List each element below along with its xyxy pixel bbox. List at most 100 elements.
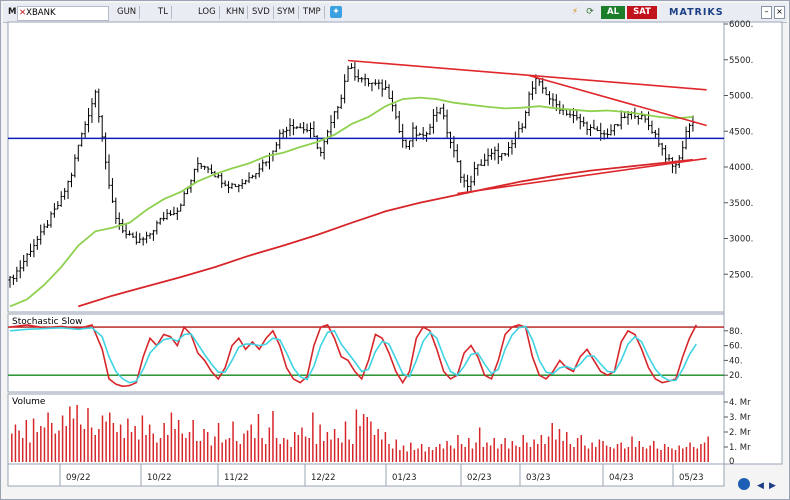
stochastic-y-tick-label: 60. xyxy=(729,342,743,352)
currency-button[interactable]: TL xyxy=(155,6,172,19)
price-bar xyxy=(128,230,132,236)
price-bar xyxy=(452,136,456,158)
price-bar xyxy=(196,157,200,173)
x-axis-tick-label: 11/22 xyxy=(224,473,249,483)
x-axis-tick-label: 03/23 xyxy=(526,473,551,483)
price-bar xyxy=(428,123,432,135)
refresh-icon[interactable]: ⟳ xyxy=(586,7,594,17)
x-axis-tick-label: 09/22 xyxy=(66,473,91,483)
next-arrow-icon[interactable]: ▶ xyxy=(769,481,776,491)
price-bar xyxy=(507,141,511,157)
price-bar xyxy=(288,118,292,137)
price-bar xyxy=(66,180,70,200)
price-bar xyxy=(15,266,19,283)
price-bar xyxy=(162,212,166,222)
price-bar xyxy=(667,154,671,162)
price-bar xyxy=(278,129,282,150)
volume-title: Volume xyxy=(12,397,46,407)
price-bar xyxy=(134,231,138,245)
price-bar xyxy=(322,137,326,160)
symbol-selector[interactable]: ✕XBANK xyxy=(17,6,109,21)
close-window-icon[interactable]: × xyxy=(774,6,785,19)
buy-button[interactable]: AL xyxy=(601,6,625,19)
svd-button[interactable]: SVD xyxy=(249,6,274,19)
log-button[interactable]: LOG xyxy=(195,6,220,19)
x-axis-tick-label: 12/22 xyxy=(311,473,336,483)
price-bar xyxy=(640,111,644,120)
price-bar xyxy=(404,139,408,149)
price-bar xyxy=(312,121,316,137)
price-bar xyxy=(80,132,84,147)
price-bar xyxy=(117,212,121,230)
price-bar xyxy=(448,131,452,149)
price-y-tick-label: 5000. xyxy=(729,92,753,102)
scroll-control[interactable]: ◀ ▶ xyxy=(738,478,776,491)
price-bar xyxy=(483,153,487,167)
price-bar xyxy=(28,243,32,257)
price-bar xyxy=(558,100,562,115)
price-bar xyxy=(370,82,374,92)
volume-chart xyxy=(11,405,709,462)
price-bar xyxy=(373,79,377,86)
volume-panel xyxy=(7,393,725,465)
price-bar xyxy=(339,94,343,109)
price-bar xyxy=(141,236,145,246)
price-bar xyxy=(305,123,309,133)
price-bar xyxy=(353,62,357,81)
price-bar xyxy=(237,184,241,193)
scroll-icon[interactable] xyxy=(738,478,750,490)
prev-arrow-icon[interactable]: ◀ xyxy=(757,481,764,491)
price-bar xyxy=(609,124,613,136)
price-bar xyxy=(145,231,149,244)
price-bar xyxy=(349,63,353,69)
price-bar xyxy=(479,159,483,166)
price-bar xyxy=(155,220,159,235)
price-bar xyxy=(175,207,179,220)
price-bar xyxy=(459,160,463,183)
sym-button[interactable]: SYM xyxy=(274,6,299,19)
x-axis-area xyxy=(7,463,725,487)
price-bar xyxy=(158,217,162,225)
close-symbol-icon[interactable]: ✕ xyxy=(19,8,27,18)
period-button[interactable]: GUN xyxy=(114,6,141,19)
price-bar xyxy=(575,109,579,121)
minimize-icon[interactable]: – xyxy=(761,6,772,19)
price-bar xyxy=(148,232,152,239)
price-bar xyxy=(445,109,449,139)
price-y-tick-label: 4500. xyxy=(729,127,753,137)
x-axis-tick-label: 04/23 xyxy=(609,473,634,483)
price-bar xyxy=(69,172,73,188)
price-bar xyxy=(384,80,388,90)
price-bar xyxy=(442,103,446,120)
price-bar xyxy=(650,120,654,134)
lightning-icon[interactable]: ⚡ xyxy=(571,7,579,17)
sell-button[interactable]: SAT xyxy=(627,6,657,19)
price-bar xyxy=(493,146,497,161)
price-bar xyxy=(83,121,87,139)
price-bar xyxy=(363,73,367,87)
price-bar xyxy=(172,206,176,216)
x-axis-tick-label: 01/23 xyxy=(392,473,417,483)
khn-button[interactable]: KHN xyxy=(223,6,249,19)
price-bar xyxy=(124,223,128,239)
price-bar xyxy=(261,159,265,172)
price-bar xyxy=(131,232,135,238)
price-bar xyxy=(93,89,97,108)
tmp-button[interactable]: TMP xyxy=(300,6,325,19)
price-y-tick-label: 5500. xyxy=(729,56,753,66)
price-bar xyxy=(619,110,623,130)
twitter-icon[interactable]: ✦ xyxy=(330,6,342,18)
price-bar xyxy=(291,119,295,136)
price-bar xyxy=(121,218,125,234)
price-bar xyxy=(257,163,261,178)
price-bar xyxy=(107,154,111,189)
price-bar xyxy=(97,88,101,123)
price-bar xyxy=(302,121,306,134)
price-bar xyxy=(230,182,234,190)
price-y-tick-label: 4000. xyxy=(729,163,753,173)
price-bar xyxy=(397,110,401,134)
trendline-2-line xyxy=(528,74,707,127)
price-bar xyxy=(295,126,299,130)
price-bar xyxy=(281,128,285,140)
price-bar xyxy=(25,252,29,267)
